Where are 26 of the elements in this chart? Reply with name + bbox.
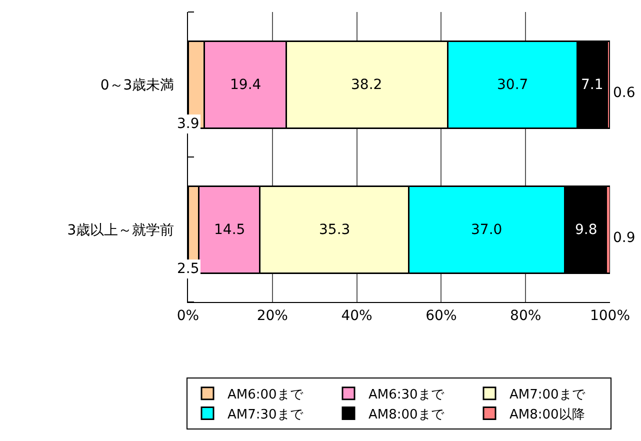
data-label: 37.0 bbox=[471, 222, 502, 238]
legend-label: AM7:30まで bbox=[228, 407, 304, 422]
y-tick-label: 3歳以上～就学前 bbox=[67, 222, 174, 238]
data-label: 9.8 bbox=[575, 222, 598, 238]
legend-label: AM6:00まで bbox=[228, 387, 304, 402]
x-tick-label: 20% bbox=[256, 308, 288, 324]
data-label: 0.6 bbox=[613, 85, 636, 101]
data-label: 19.4 bbox=[230, 77, 262, 93]
x-tick-label: 0% bbox=[176, 308, 200, 324]
legend-label: AM7:00まで bbox=[510, 387, 586, 402]
data-label: 2.5 bbox=[177, 261, 200, 277]
legend-label: AM8:00以降 bbox=[510, 407, 585, 422]
x-tick-label: 60% bbox=[426, 308, 457, 324]
x-tick-label: 40% bbox=[341, 308, 372, 324]
data-label: 30.7 bbox=[497, 77, 528, 93]
data-label: 14.5 bbox=[214, 222, 246, 238]
legend-label: AM8:00まで bbox=[368, 407, 445, 422]
y-tick-label: 0～3歳未満 bbox=[100, 77, 174, 94]
legend-label: AM6:30まで bbox=[368, 387, 445, 402]
x-tick-label: 100% bbox=[590, 308, 630, 324]
data-label: 3.9 bbox=[177, 116, 200, 132]
data-label: 35.3 bbox=[319, 222, 350, 238]
data-label: 7.1 bbox=[581, 77, 604, 93]
data-label: 0.9 bbox=[613, 230, 636, 246]
x-tick-label: 80% bbox=[510, 308, 542, 324]
data-label: 38.2 bbox=[351, 77, 382, 93]
